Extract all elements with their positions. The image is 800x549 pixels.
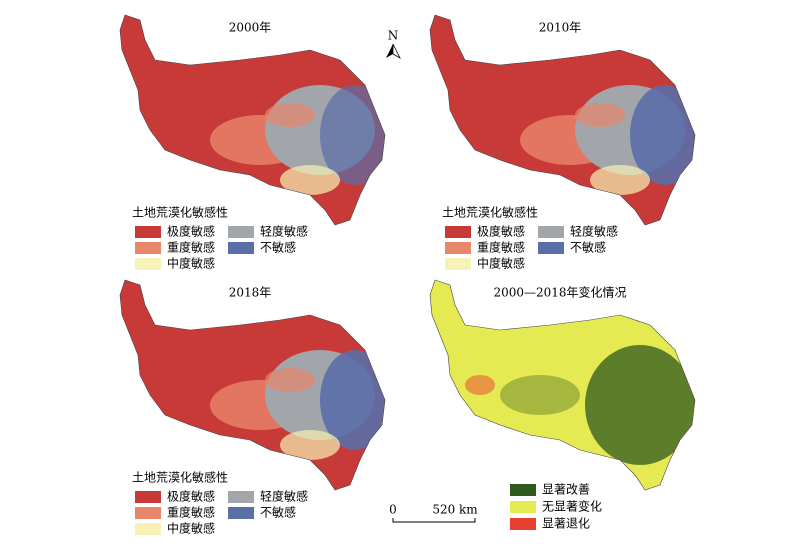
legend-title: 土地荒漠化敏感性 (132, 470, 228, 485)
legend-swatch (135, 523, 161, 535)
legend-swatch (538, 242, 564, 254)
legend-swatch (135, 491, 161, 503)
legend-swatch (228, 491, 254, 503)
legend-label: 不敏感 (570, 240, 606, 255)
legend-swatch (135, 226, 161, 238)
legend-label: 轻度敏感 (260, 489, 308, 504)
legend-label: 极度敏感 (167, 224, 215, 239)
map (119, 279, 386, 491)
legend-label: 中度敏感 (167, 521, 215, 536)
legend-swatch (135, 507, 161, 519)
scale-bar: 0 520 km (389, 503, 478, 523)
legend-swatch (445, 258, 471, 270)
legend-swatch (135, 242, 161, 254)
legend-swatch (135, 258, 161, 270)
legend-swatch (445, 226, 471, 238)
legend-label: 重度敏感 (167, 240, 215, 255)
legend-swatch (228, 226, 254, 238)
legend-label: 中度敏感 (477, 256, 525, 271)
panel-title: 2018年 (229, 286, 272, 300)
legend-swatch (538, 226, 564, 238)
legend-title: 土地荒漠化敏感性 (442, 205, 538, 220)
legend-label: 显著退化 (542, 517, 590, 531)
legend-label: 无显著变化 (542, 499, 602, 514)
panel-title: 2010年 (539, 21, 582, 35)
panel-title: 2000—2018年变化情况 (493, 285, 626, 300)
scale-label: 0 (389, 503, 397, 517)
legend-swatch (510, 518, 536, 530)
legend-label: 极度敏感 (167, 489, 215, 504)
legend-label: 中度敏感 (167, 256, 215, 271)
legend-label: 轻度敏感 (260, 224, 308, 239)
legend-label: 极度敏感 (477, 224, 525, 239)
legend-swatch (510, 501, 536, 513)
legend-swatch (510, 484, 536, 496)
map (119, 14, 386, 226)
legend-label: 显著改善 (542, 482, 590, 497)
legend-title: 土地荒漠化敏感性 (132, 205, 228, 220)
map (429, 14, 696, 226)
north-arrow: N (386, 29, 401, 60)
scale-label: 520 km (432, 503, 478, 517)
legend-label: 不敏感 (260, 240, 296, 255)
legend-swatch (228, 242, 254, 254)
map (429, 279, 696, 491)
legend-label: 不敏感 (260, 505, 296, 520)
legend-swatch (445, 242, 471, 254)
legend-label: 轻度敏感 (570, 224, 618, 239)
legend-label: 重度敏感 (477, 240, 525, 255)
north-label: N (388, 29, 399, 43)
legend-swatch (228, 507, 254, 519)
panel-title: 2000年 (229, 21, 272, 35)
legend-label: 重度敏感 (167, 505, 215, 520)
